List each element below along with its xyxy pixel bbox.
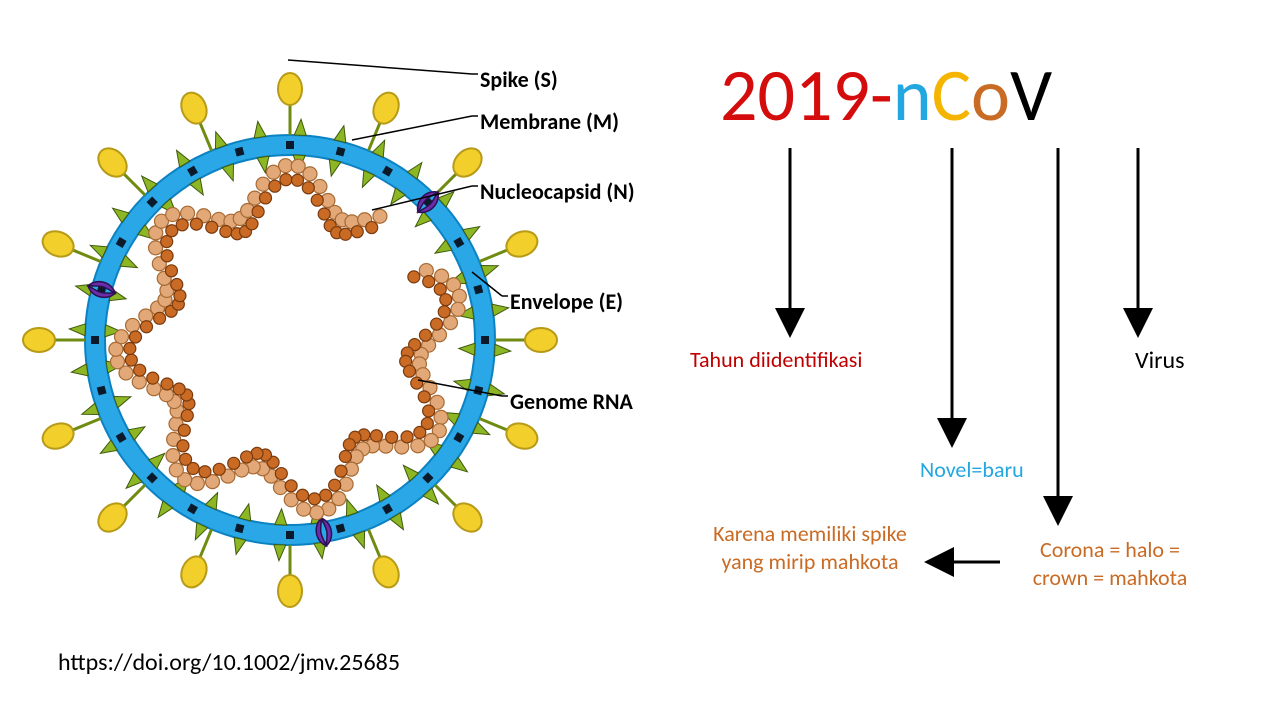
- virus-label-n: Nucleocapsid (N): [480, 178, 635, 205]
- virus-diagram: [23, 73, 557, 607]
- title-part: o: [971, 50, 1010, 140]
- explanation-year: Tahun diidentifikasi: [690, 346, 862, 373]
- virus-label-rna: Genome RNA: [510, 388, 633, 415]
- virus-label-e: Envelope (E): [510, 288, 623, 315]
- explanation-novel: Novel=baru: [920, 456, 1024, 483]
- diagram-svg: [0, 0, 1280, 720]
- title-part: V: [1010, 50, 1052, 140]
- explanation-spike_note: Karena memiliki spike yang mirip mahkota: [700, 520, 920, 575]
- title-part: 2019-: [720, 50, 893, 140]
- title-part: C: [932, 50, 971, 140]
- title-part: n: [893, 50, 932, 140]
- explanation-virus: Virus: [1135, 346, 1185, 375]
- title-2019-ncov: 2019-nCoV: [720, 50, 1052, 140]
- virus-label-s: Spike (S): [480, 66, 558, 93]
- virus-label-m: Membrane (M): [480, 108, 619, 135]
- citation-text: https://doi.org/10.1002/jmv.25685: [58, 648, 400, 677]
- explanation-corona: Corona = halo = crown = mahkota: [1010, 536, 1210, 591]
